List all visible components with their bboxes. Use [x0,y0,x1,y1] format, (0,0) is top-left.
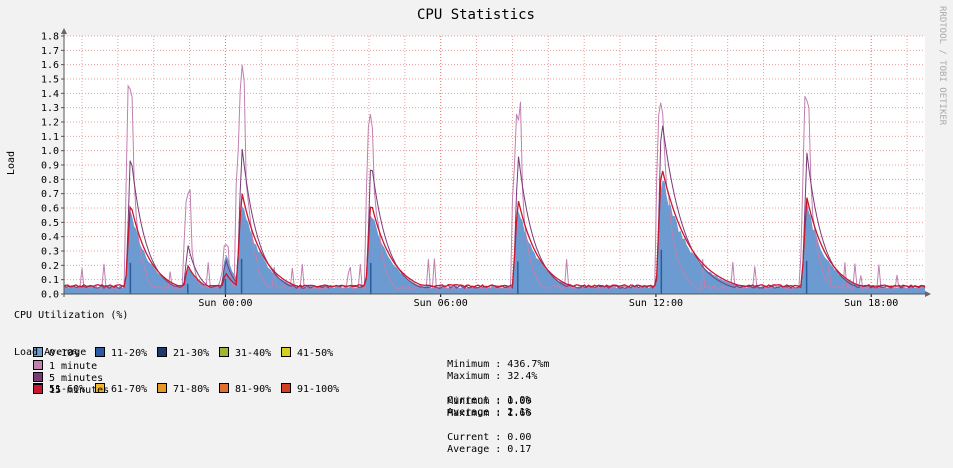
cpu-chart: CPU Statistics Load RRDTOOL / TOBI OETIK… [6,6,947,309]
y-tick-label: 1.0 [41,146,59,157]
cpu-bin-legend-item: 0-10% [33,347,95,360]
load-legend-item: 5 minutes [33,372,153,385]
x-tick-label: Sun 00:00 [198,298,252,309]
cpu-minimum: Minimum : 436.7%m [447,359,550,370]
y-tick-label: 0.0 [41,290,59,301]
x-tick-label: Sun 12:00 [629,298,683,309]
cpu-bin-legend-item-swatch [281,383,291,393]
y-tick-label: 0.7 [41,189,59,200]
cpu-bin-legend-item-label: 31-40% [235,348,272,359]
load-average: Average : 0.17 [447,444,532,455]
cpu-bin-legend-item: 41-50% [281,347,343,360]
x-axis-arrow [925,291,931,297]
y-tick-label: 1.5 [41,75,59,86]
y-tick-label: 0.6 [41,204,59,215]
load-legend-item-label: 5 minutes [49,373,104,384]
y-tick-label: 1.6 [41,60,59,71]
load-legend-item-swatch [33,384,43,394]
x-tick-label: Sun 06:00 [414,298,468,309]
cpu-bin-legend-item: 81-90% [219,383,281,396]
y-tick-label: 0.1 [41,275,59,286]
chart-title: CPU Statistics [417,7,535,23]
y-tick-label: 0.8 [41,175,59,186]
cpu-bin-legend-item: 11-20% [95,347,157,360]
cpu-bin-legend-item: 61-70% [95,383,157,396]
cpu-bin-legend-item: 21-30% [157,347,219,360]
y-tick-label: 0.5 [41,218,59,229]
cpu-bin-legend-item-label: 81-90% [235,384,272,395]
load-maximum: Maximum : 1.66 [447,408,532,419]
y-axis-label: Load [6,151,17,175]
watermark: RRDTOOL / TOBI OETIKER [937,6,947,126]
load-15min-line [63,170,926,288]
cpu-bin-legend-item-label: 91-100% [297,384,340,395]
cpu-bin-legend-item-swatch [219,347,229,357]
cpu-bin-legend-item-swatch [281,347,291,357]
load-legend-item: 15 minutes [33,384,153,397]
cpu-bin-legend-item-swatch [95,347,105,357]
load-legend-item-swatch [33,372,43,382]
cpu-bin-legend-item-swatch [219,383,229,393]
load-legend-item-swatch [33,360,43,370]
y-tick-label: 1.1 [41,132,59,143]
y-tick-label: 0.3 [41,247,59,258]
load-legend-item: 1 minute [33,360,153,373]
y-tick-label: 0.4 [41,232,59,243]
y-axis-arrow [61,28,67,34]
cpu-bin-legend-item-swatch [157,347,167,357]
cpu-bin-legend-item-label: 11-20% [111,348,148,359]
load-legend-title: Load Average [14,347,87,358]
cpu-legend-title: CPU Utilization (%) [14,310,129,321]
y-tick-label: 1.3 [41,103,59,114]
load-current: Current : 0.00 [447,432,532,443]
cpu-bin-legend-item-swatch [157,383,167,393]
cpu-bin-legend-item: 31-40% [219,347,281,360]
x-tick-label: Sun 18:00 [844,298,898,309]
cpu-maximum: Maximum : 32.4% [447,371,538,382]
y-tick-label: 1.8 [41,32,59,43]
y-tick-label: 0.9 [41,161,59,172]
load-legend-item-label: 15 minutes [49,385,110,396]
cpu-bin-legend-item-swatch [33,347,43,357]
y-tick-label: 1.2 [41,118,59,129]
cpu-bin-legend-item-label: 41-50% [297,348,334,359]
y-tick-label: 1.4 [41,89,59,100]
y-tick-label: 0.2 [41,261,59,272]
cpu-bin-legend-item: 71-80% [157,383,219,396]
cpu-bin-legend-item-label: 71-80% [173,384,210,395]
load-minimum: Minimum : 0.00 [447,396,532,407]
load-legend: 1 minute 5 minutes 15 minutes [33,360,153,396]
cpu-bin-legend-item-swatch [95,383,105,393]
cpu-bin-legend-item-label: 21-30% [173,348,210,359]
load-legend-item-label: 1 minute [49,361,98,372]
cpu-bin-legend-item-label: 51-60% [49,384,86,395]
y-tick-label: 1.7 [41,46,59,57]
cpu-bin-legend-item: 91-100% [281,383,343,396]
cpu-current: Current : 1.0% [447,395,532,406]
cpu-bin-legend-item-label: 61-70% [111,384,148,395]
load-stats: Minimum : 0.00 Maximum : 1.66 Current : … [423,360,555,455]
cpu-legend: 0-10% 11-20% 21-30% 31-40% 41-50% 51-60% 61-7… [33,323,343,407]
cpu-bin-legend-item-label: 0-10% [49,348,80,359]
